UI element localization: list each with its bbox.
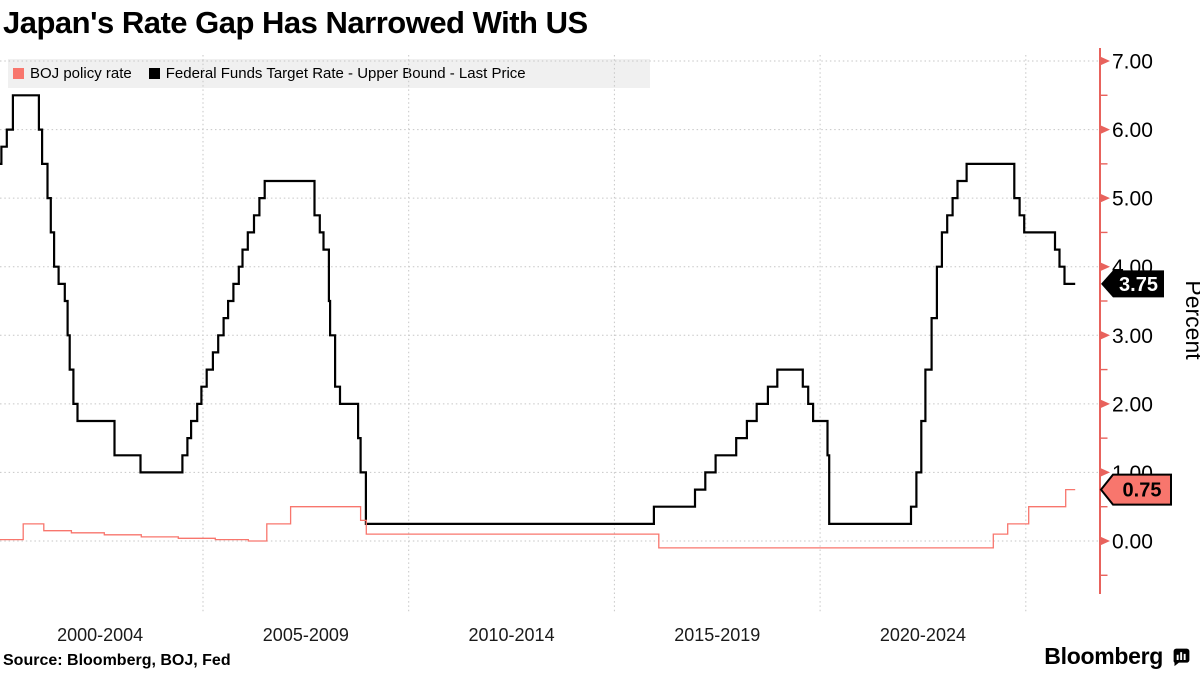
y-axis-major-tick — [1100, 330, 1110, 340]
last-price-label-boj: 0.75 — [1123, 480, 1162, 502]
x-axis-tick-label: 2020-2024 — [880, 625, 966, 645]
legend: BOJ policy rate Federal Funds Target Rat… — [8, 59, 650, 88]
y-axis-tick-label: 6.00 — [1112, 119, 1153, 142]
y-axis-tick-label: 0.00 — [1112, 531, 1153, 554]
legend-swatch-fed-icon — [148, 68, 160, 79]
bloomberg-logo: Bloomberg — [1044, 643, 1192, 670]
series-line-fed — [0, 94, 1076, 525]
last-price-badge-boj — [1099, 473, 1172, 506]
y-axis-tick-label: 7.00 — [1112, 51, 1153, 74]
y-axis-major-tick — [1100, 193, 1110, 203]
last-price-badges: 3.75 0.75 — [1099, 270, 1172, 506]
x-axis-tick-labels: 2000-2004 2005-2009 2010-2014 2015-2019 2020… — [57, 625, 966, 645]
y-axis-major-tick — [1100, 536, 1110, 546]
x-axis-tick-label: 2010-2014 — [469, 625, 555, 645]
legend-label-boj: BOJ policy rate — [30, 65, 132, 82]
horizontal-gridlines — [0, 60, 1100, 542]
y-axis-tick-label: 2.00 — [1112, 393, 1153, 416]
y-axis-major-tick — [1100, 56, 1110, 66]
series-line-boj — [0, 488, 1076, 549]
y-axis-minor-ticks — [1100, 94, 1108, 576]
y-axis-major-tick — [1100, 467, 1110, 477]
legend-label-fed: Federal Funds Target Rate - Upper Bound … — [165, 65, 526, 82]
y-axis-major-ticks — [1100, 56, 1110, 546]
y-axis-title: Percent — [1181, 280, 1200, 360]
series-lines — [0, 94, 1076, 549]
x-axis-tick-label: 2000-2004 — [57, 625, 143, 645]
y-axis-major-tick — [1100, 399, 1110, 409]
legend-item-fed: Federal Funds Target Rate - Upper Bound … — [148, 65, 526, 82]
legend-swatch-boj-icon — [13, 68, 24, 79]
source-note: Source: Bloomberg, BOJ, Fed — [3, 652, 231, 669]
y-axis-major-tick — [1100, 262, 1110, 272]
y-axis-tick-label: 3.00 — [1112, 325, 1153, 348]
x-axis-tick-label: 2005-2009 — [263, 625, 349, 645]
bloomberg-bug-icon — [1173, 648, 1190, 667]
vertical-gridlines — [202, 55, 1027, 612]
y-axis-tick-label: 5.00 — [1112, 188, 1153, 211]
bloomberg-wordmark: Bloomberg — [1044, 643, 1163, 669]
x-axis-tick-label: 2015-2019 — [674, 625, 760, 645]
last-price-label-fed: 3.75 — [1119, 274, 1158, 296]
y-axis-major-tick — [1100, 125, 1110, 135]
last-price-badge-fed — [1101, 270, 1164, 298]
page-title: Japan's Rate Gap Has Narrowed With US — [3, 5, 588, 40]
legend-item-boj: BOJ policy rate — [13, 65, 132, 82]
